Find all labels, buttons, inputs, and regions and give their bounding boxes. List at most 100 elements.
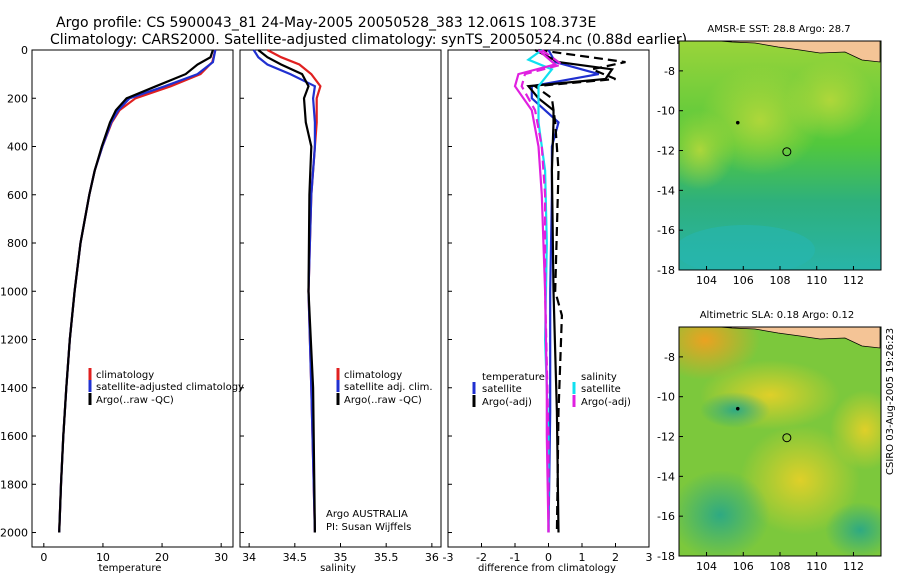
map-y-tick-label: -12: [657, 431, 675, 444]
map-x-tick-label: 110: [806, 274, 827, 287]
argo-position-marker: [782, 147, 792, 157]
sla-map-field: [679, 327, 881, 556]
difference-xlabel: difference from climatology: [478, 563, 616, 574]
temperature-xlabel: temperature: [99, 563, 162, 574]
temperature-series: [58, 49, 217, 533]
x-tick-label: 1: [579, 551, 586, 564]
x-tick-label: 0: [40, 551, 47, 564]
map-x-tick-label: 112: [843, 274, 864, 287]
series-line-temp-argo: [526, 49, 615, 533]
sst-map-markers: [735, 120, 792, 157]
java-coast: [719, 327, 881, 349]
legend-text: satellite adj. clim.: [344, 382, 433, 393]
title-line2: Climatology: CARS2000. Satellite-adjuste…: [50, 32, 687, 48]
map-x-tick-label: 104: [696, 274, 717, 287]
argo-position-marker: [782, 433, 792, 443]
y-tick-label: 200: [7, 92, 28, 105]
series-line-sal-argo-adj: [520, 49, 565, 533]
legend-text: climatology: [96, 370, 154, 381]
map-y-tick-label: -14: [657, 470, 675, 483]
x-tick-label: -1: [510, 551, 521, 564]
y-tick-label: 1600: [0, 430, 28, 443]
legend-text: Argo(..raw -QC): [344, 395, 422, 406]
map-y-tick-label: -14: [657, 184, 675, 197]
legend-text: Argo(..raw -QC): [96, 395, 174, 406]
annotation-program: Argo AUSTRALIA: [326, 509, 408, 520]
difference-legend: temperature satellite Argo(-adj) salinit…: [472, 372, 631, 408]
x-tick-label: 20: [155, 551, 169, 564]
sst-map-field: [679, 41, 881, 270]
map-y-tick-label: -8: [664, 65, 675, 78]
difference-x-axis: -3 -2 -1 0 1 2 3: [443, 543, 653, 564]
salinity-series: [252, 49, 322, 533]
map-x-tick-label: 112: [843, 560, 864, 573]
legend-text: satellite: [482, 384, 522, 395]
salinity-legend: climatology satellite adj. clim. Argo(..…: [326, 368, 433, 533]
map-x-tick-label: 104: [696, 560, 717, 573]
y-tick-label: 1800: [0, 478, 28, 491]
y-tick-label: 1400: [0, 382, 28, 395]
sla-map-title: Altimetric SLA: 0.18 Argo: 0.12: [700, 310, 855, 321]
x-tick-label: 34.5: [283, 551, 308, 564]
x-tick-label: 0: [545, 551, 552, 564]
previous-position-marker: [735, 120, 740, 125]
map-x-tick-label: 106: [733, 274, 754, 287]
salinity-panel: [239, 49, 442, 548]
temperature-x-axis: 0 10 20 30: [40, 543, 228, 564]
legend-text: satellite-adjusted climatology: [96, 382, 244, 393]
map-x-tick-label: 106: [733, 560, 754, 573]
legend-text: temperature: [482, 372, 545, 383]
y-tick-label: 600: [7, 189, 28, 202]
map-x-tick-label: 108: [770, 560, 791, 573]
legend-text: climatology: [344, 370, 402, 381]
title-line1: Argo profile: CS 5900043_81 24-May-2005 …: [56, 15, 596, 31]
x-tick-label: 34: [242, 551, 256, 564]
x-tick-label: 3: [646, 551, 653, 564]
depth-axis: 0 200 400 600 800 1000 1200 1400 1600 1800 2000: [0, 44, 452, 540]
temperature-legend: climatology satellite-adjusted climatolo…: [88, 368, 244, 406]
previous-position-marker: [735, 406, 740, 411]
legend-text: Argo(-adj): [581, 397, 631, 408]
map-y-tick-label: -10: [657, 105, 675, 118]
x-tick-label: 10: [96, 551, 110, 564]
x-tick-label: -2: [476, 551, 487, 564]
map-x-tick-label: 110: [806, 560, 827, 573]
series-line-climatology: [58, 49, 217, 533]
map-y-tick-label: -12: [657, 145, 675, 158]
legend-text: salinity: [581, 372, 617, 383]
annotation-pi: PI: Susan Wijffels: [326, 522, 411, 533]
y-tick-label: 800: [7, 237, 28, 250]
sla-map-markers: [735, 406, 792, 443]
x-tick-label: 30: [214, 551, 228, 564]
map-y-tick-label: -18: [657, 550, 675, 563]
y-tick-label: 1000: [0, 285, 28, 298]
difference-series: [513, 48, 626, 533]
salinity-xlabel: salinity: [320, 563, 356, 574]
series-line-argo: [58, 49, 214, 533]
y-tick-label: 2000: [0, 527, 28, 540]
sst-map-title: AMSR-E SST: 28.8 Argo: 28.7: [707, 24, 850, 35]
java-coast: [719, 41, 881, 63]
y-tick-label: 0: [21, 44, 28, 57]
y-tick-label: 1200: [0, 334, 28, 347]
map-x-tick-label: 108: [770, 274, 791, 287]
series-line-argo: [257, 49, 316, 533]
series-line-temp-satellite: [530, 49, 600, 533]
legend-text: satellite: [581, 384, 621, 395]
map-y-tick-label: -16: [657, 224, 675, 237]
sla-map-axes: 104 106 108 110 112 -8 -10 -12 -14 -16 -18: [657, 351, 864, 573]
legend-text: Argo(-adj): [482, 397, 532, 408]
x-tick-label: -3: [443, 551, 454, 564]
map-y-tick-label: -18: [657, 264, 675, 277]
map-y-tick-label: -10: [657, 391, 675, 404]
timestamp: CSIRO 03-Aug-2005 19:26:23: [885, 328, 896, 475]
series-line-satellite: [58, 49, 217, 533]
map-y-tick-label: -16: [657, 510, 675, 523]
sst-map-axes: 104 106 108 110 112 -8 -10 -12 -14 -16 -18: [657, 65, 864, 287]
x-tick-label: 35: [334, 551, 348, 564]
x-tick-label: 35.5: [374, 551, 399, 564]
map-y-tick-label: -8: [664, 351, 675, 364]
salinity-x-axis: 34 34.5 35 35.5 36: [242, 543, 439, 564]
series-line-temp-argo-adj: [532, 48, 626, 533]
